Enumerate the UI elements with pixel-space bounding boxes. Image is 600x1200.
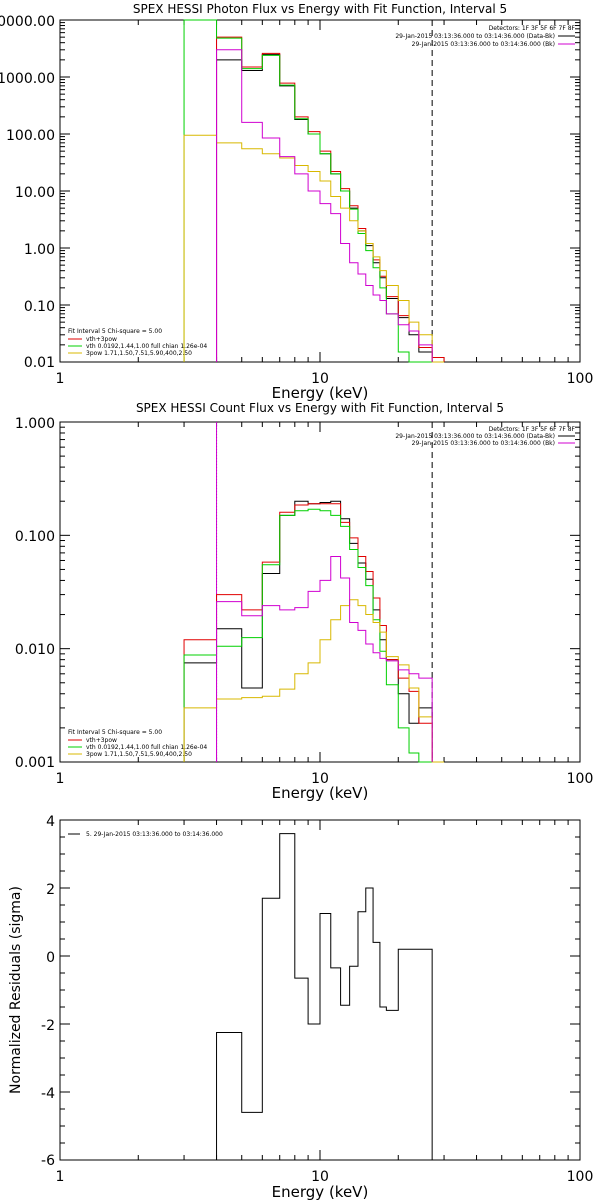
photon-y-tick-label: 100.00	[6, 128, 55, 144]
count-flux-axes-box	[59, 421, 581, 763]
count-legend-label: vth 0.0192,1.44,1.00 full chian 1.26e-04	[86, 744, 207, 751]
photon-legend-label: vth 0.0192,1.44,1.00 full chian 1.26e-04	[86, 343, 207, 350]
photon-x-tick-label: 100	[567, 371, 594, 387]
residual-y-tick-label: -4	[41, 1086, 55, 1102]
photon-flux-tick-marks	[59, 19, 581, 363]
series-line	[216, 49, 433, 362]
count-flux-tick-marks	[59, 421, 581, 763]
photon-legend-label: vth+3pow	[86, 336, 117, 343]
residual-y-tick-label: 2	[46, 882, 55, 898]
photon-y-tick-label: 1.00	[24, 242, 55, 258]
photon-bk-interval-line: 29-Jan-2015 03:13:36.000 to 03:14:36.000…	[412, 41, 555, 48]
series-line	[183, 500, 433, 762]
count-legend-label: 3pow 1.71,1.50,7.51,5.90,400,2.50	[86, 751, 192, 758]
residual-y-axis-label: Normalized Residuals (sigma)	[8, 886, 24, 1094]
photon-y-tick-label: 10.00	[15, 185, 55, 201]
series-line	[183, 599, 445, 763]
photon-y-tick-label: 0.10	[24, 299, 55, 315]
photon-fit-label: Fit Interval 5 Chi-square = 5.00	[68, 328, 162, 335]
count-x-axis-label: Energy (keV)	[272, 784, 369, 802]
photon-y-tick-label: 0.01	[24, 355, 55, 371]
photon-y-tick-label: 10000.00	[0, 14, 55, 30]
photon-x-tick-label: 1	[56, 371, 65, 387]
series-line	[216, 36, 445, 362]
residual-x-tick-label: 10	[311, 1169, 329, 1185]
count-y-tick-label: 0.010	[15, 642, 55, 658]
series-line	[216, 556, 433, 762]
residual-x-tick-label: 100	[567, 1169, 594, 1185]
count-x-tick-label: 100	[567, 771, 594, 787]
photon-x-tick-label: 10	[311, 371, 329, 387]
photon-y-tick-label: 1000.00	[0, 71, 55, 87]
residual-y-tick-label: -6	[41, 1153, 55, 1169]
count-x-tick-label: 1	[56, 771, 65, 787]
series-line	[183, 503, 433, 762]
count-bk-interval-line: 29-Jan-2015 03:13:36.000 to 03:14:36.000…	[412, 440, 555, 447]
photon-flux-title: SPEX HESSI Photon Flux vs Energy with Fi…	[133, 2, 507, 16]
count-flux-panel: SPEX HESSI Count Flux vs Energy with Fit…	[15, 401, 593, 802]
count-detectors-line: Detectors: 1F 3F 5F 6F 7F 8F	[489, 426, 576, 433]
count-x-tick-label: 10	[311, 771, 329, 787]
series-line	[216, 833, 433, 1160]
count-data-interval-line: 29-Jan-2015 03:13:36.000 to 03:14:36.000…	[395, 433, 555, 440]
photon-legend-label: 3pow 1.71,1.50,7.51,5.90,400,2.50	[86, 350, 192, 357]
photon-detectors-line: Detectors: 1F 3F 5F 6F 7F 8F	[489, 25, 576, 32]
series-line	[183, 508, 433, 763]
count-y-tick-label: 1.000	[15, 416, 55, 432]
residual-legend-label: 5. 29-Jan-2015 03:13:36.000 to 03:14:36.…	[86, 831, 223, 838]
photon-x-axis-label: Energy (keV)	[272, 384, 369, 402]
residuals-tick-marks	[59, 819, 581, 1161]
count-y-tick-label: 0.001	[15, 755, 55, 771]
residual-x-tick-label: 1	[56, 1169, 65, 1185]
count-y-tick-label: 0.100	[15, 529, 55, 545]
residual-x-axis-label: Energy (keV)	[272, 1183, 369, 1200]
residual-y-tick-label: -2	[41, 1018, 55, 1034]
residual-y-tick-label: 4	[46, 814, 55, 830]
count-fit-label: Fit Interval 5 Chi-square = 5.00	[68, 729, 162, 736]
count-flux-title: SPEX HESSI Count Flux vs Energy with Fit…	[136, 401, 504, 415]
residual-y-tick-label: 0	[46, 950, 55, 966]
residuals-panel: 4 2 0 -2 -4 -6 1 10 100 Energy (keV) Nor…	[8, 814, 593, 1200]
series-line	[183, 134, 445, 363]
photon-flux-panel: SPEX HESSI Photon Flux vs Energy with Fi…	[0, 2, 593, 402]
photon-data-interval-line: 29-Jan-2015 03:13:36.000 to 03:14:36.000…	[395, 33, 555, 40]
count-legend-label: vth+3pow	[86, 737, 117, 744]
